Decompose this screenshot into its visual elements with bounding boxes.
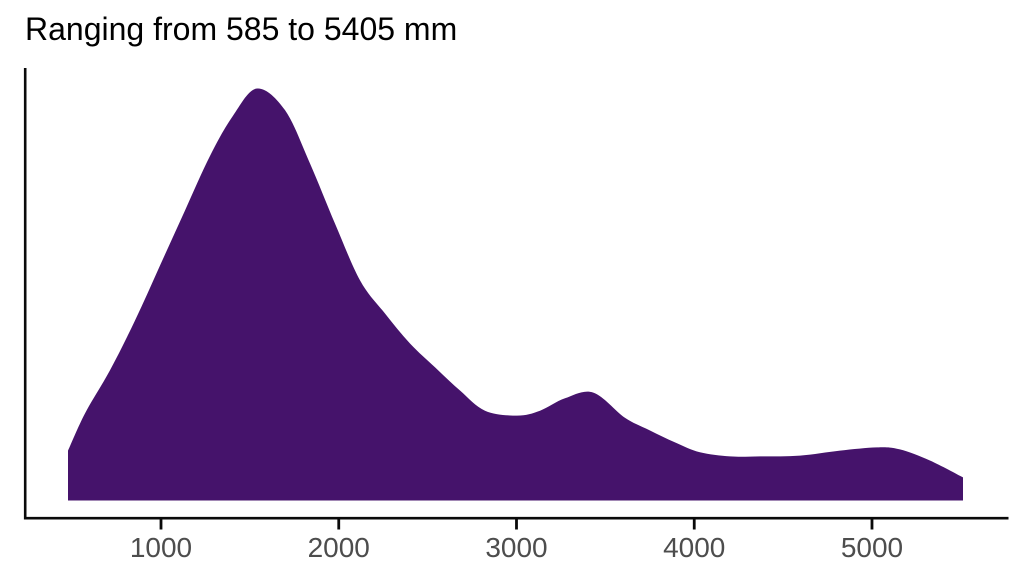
x-axis-ticks: 1000 2000 3000 4000 5000: [130, 519, 903, 563]
x-tick-label: 3000: [485, 532, 547, 563]
x-tick-label: 1000: [130, 532, 192, 563]
x-tick-label: 5000: [841, 532, 903, 563]
density-area: [68, 88, 963, 501]
x-tick-label: 2000: [308, 532, 370, 563]
x-tick-label: 4000: [663, 532, 725, 563]
chart-title: Ranging from 585 to 5405 mm: [25, 11, 458, 47]
